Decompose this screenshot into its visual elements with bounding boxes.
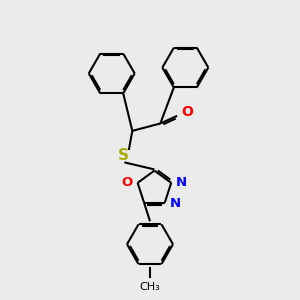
Text: O: O <box>181 105 193 119</box>
Text: N: N <box>176 176 187 189</box>
Text: N: N <box>169 197 181 210</box>
Text: S: S <box>118 148 129 164</box>
Text: CH₃: CH₃ <box>140 282 160 292</box>
Text: O: O <box>122 176 133 189</box>
